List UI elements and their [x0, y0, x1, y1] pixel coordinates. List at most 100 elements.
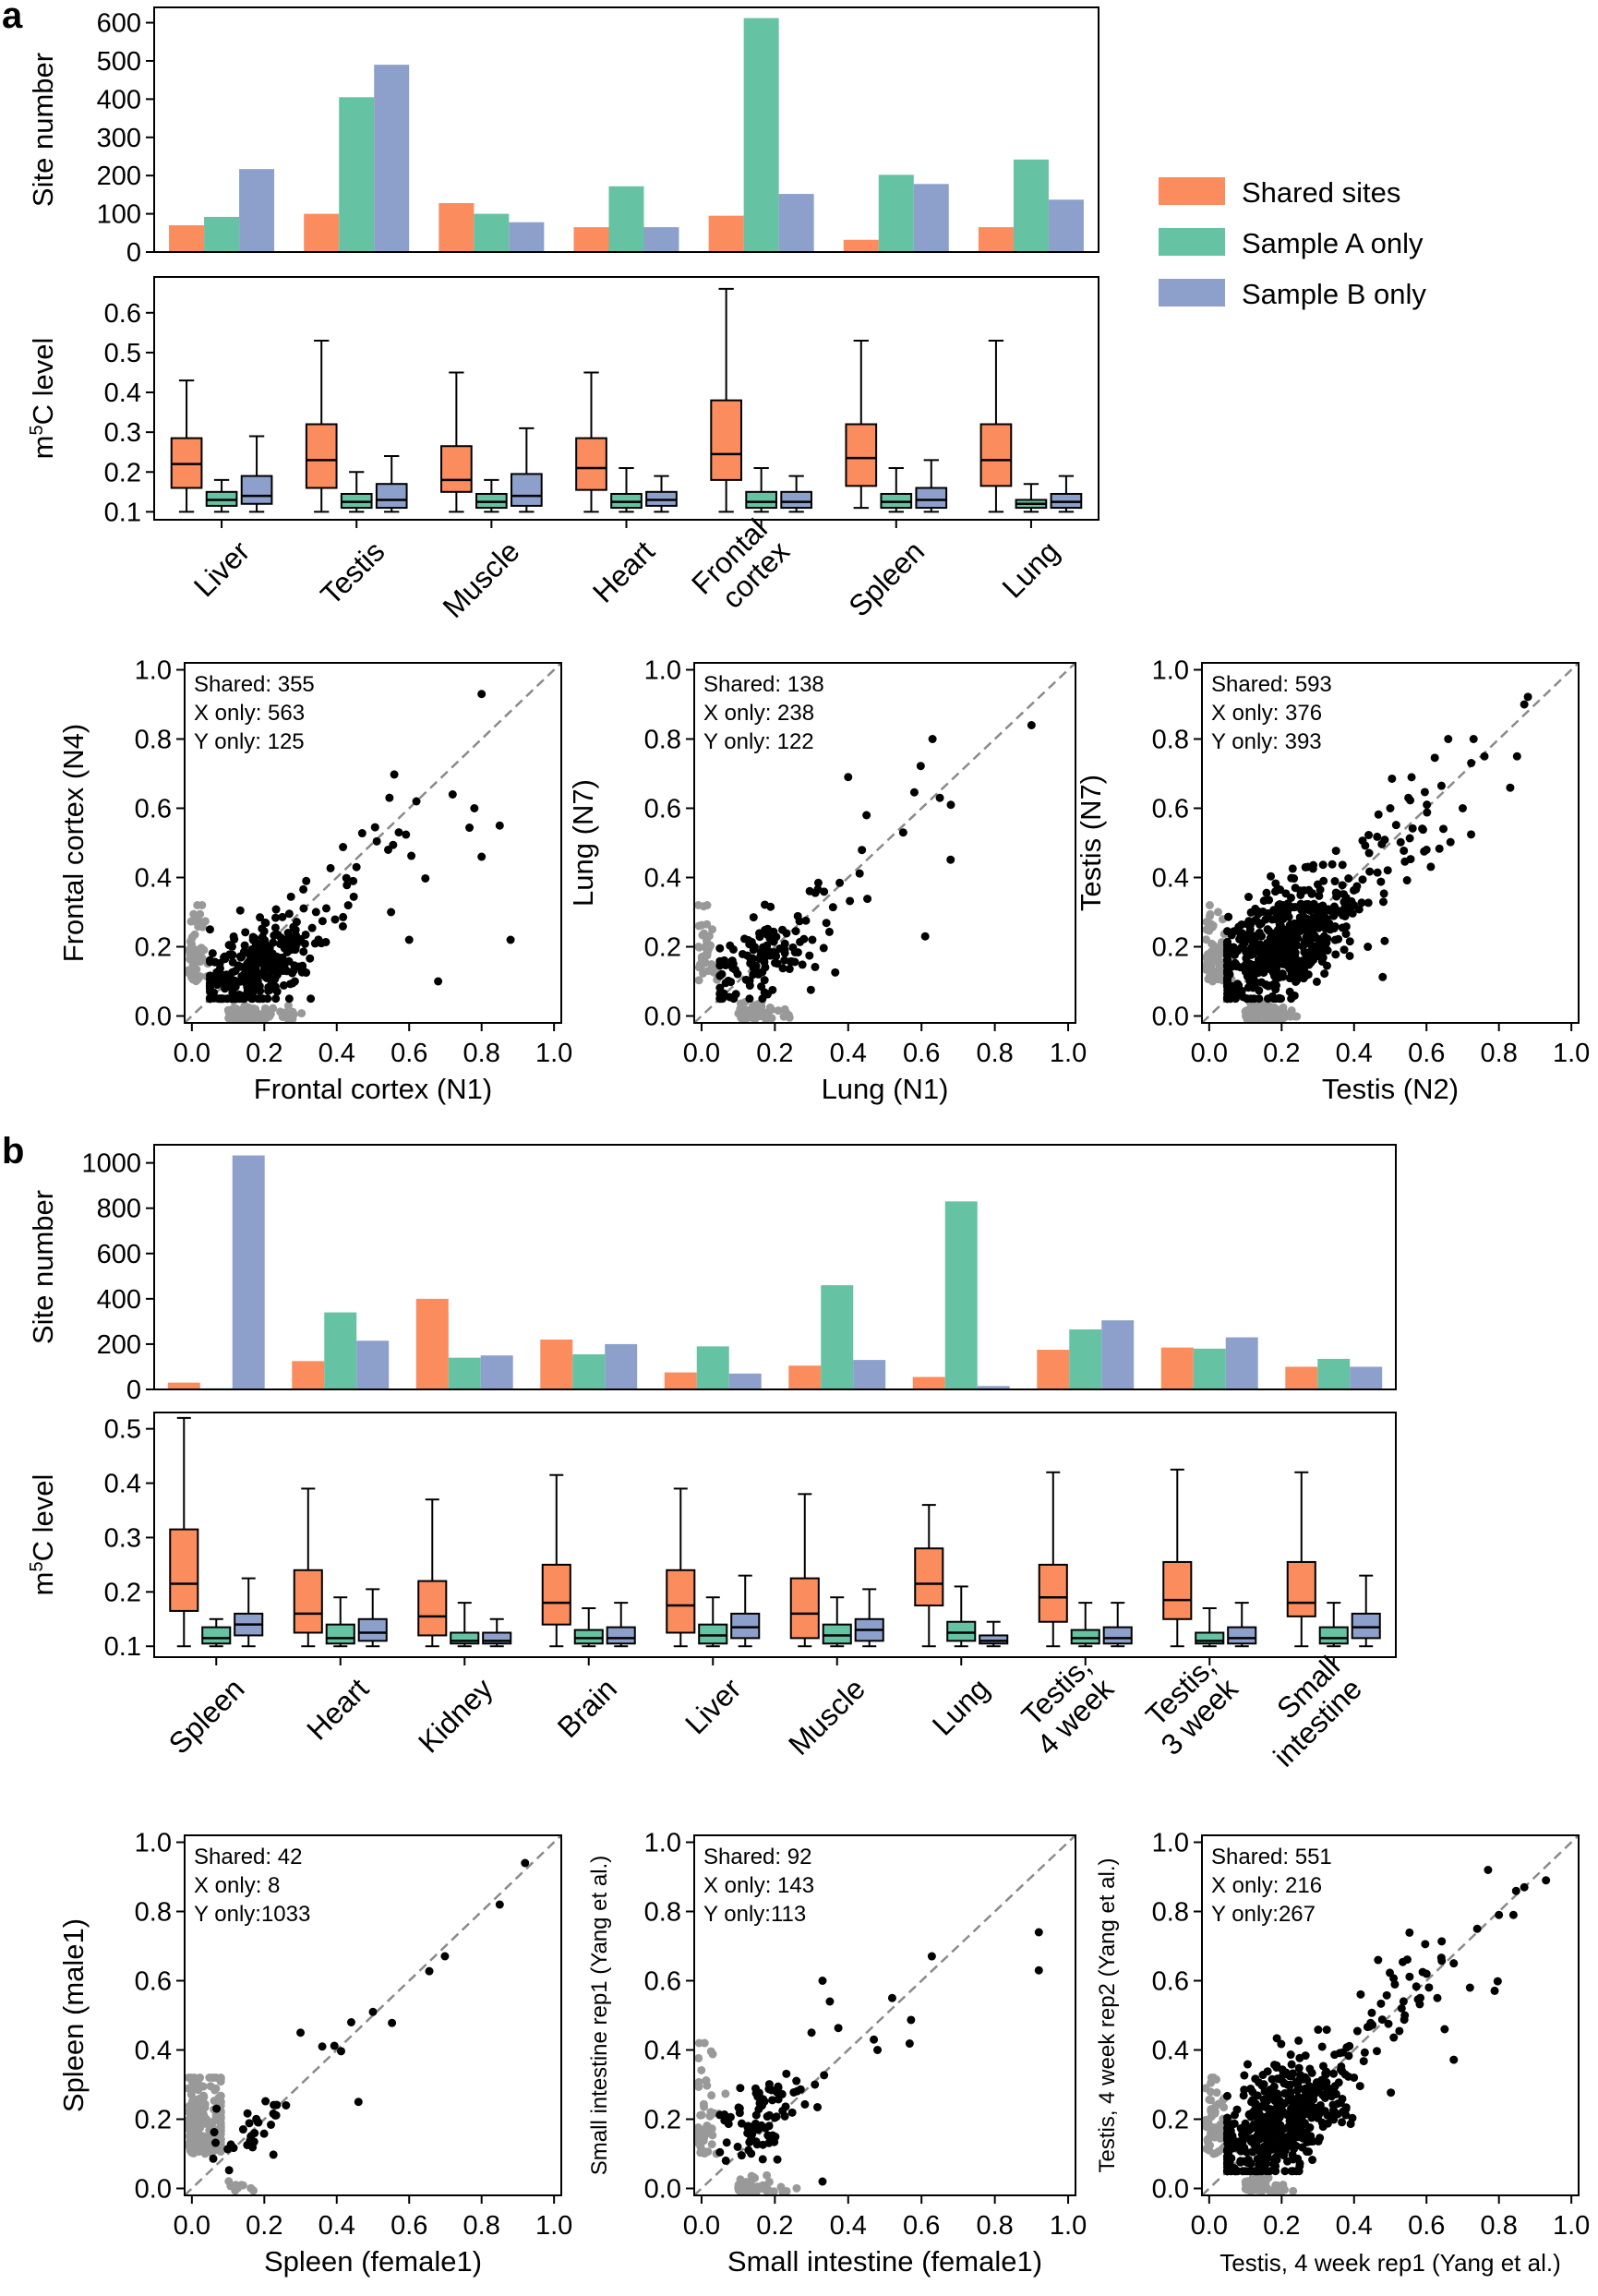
panel-b-scatter-testis-4-week: 0.00.0 0.2 0.2 0.4 0.4 0.6 0.6 0.8 0.8 1.0 1.0 Shar… [1095, 1829, 1590, 2278]
scatter-point-shared [1299, 912, 1308, 921]
scatter-point-y-only [214, 2145, 223, 2154]
scatter-point-shared [1384, 2019, 1393, 2028]
scatter-point-shared [1444, 735, 1453, 743]
scatter-point-shared [1295, 2053, 1304, 2062]
bar [573, 227, 609, 252]
scatter-point-shared [289, 966, 298, 975]
scatter-point-shared [1246, 994, 1256, 1004]
scatter-point-shared [1359, 2057, 1368, 2066]
scatter-point-shared [726, 992, 735, 1002]
scatter-point-shared [1350, 2073, 1359, 2082]
scatter-point-shared [1467, 759, 1476, 768]
bar [415, 1298, 449, 1389]
scatter-point-shared [781, 2102, 790, 2111]
bar [912, 1376, 945, 1389]
scatter-point-x-only [1264, 2173, 1273, 2182]
scatter-point-shared [1224, 912, 1233, 921]
scatter-point-shared [1272, 2034, 1281, 2043]
scatter-point-shared [235, 994, 245, 1004]
scatter-point-shared [370, 823, 379, 832]
scatter-point-shared [796, 2085, 805, 2094]
scatter-point-x-only [1289, 2186, 1298, 2195]
scatter-point-shared [1345, 937, 1354, 946]
scatter-point-shared [1268, 2145, 1278, 2154]
annotation-line: X only: 216 [1211, 1873, 1322, 1898]
scatter-point-shared [253, 2118, 262, 2127]
y-tick-label: 0.8 [135, 1898, 172, 1928]
scatter-point-shared [743, 2122, 752, 2131]
scatter-point-shared [270, 975, 279, 984]
scatter-point-shared [1484, 1866, 1493, 1874]
scatter-point-shared [1254, 2144, 1263, 2153]
scatter-point-shared [1284, 2096, 1293, 2105]
scatter-point-y-only [192, 918, 201, 927]
scatter-point-shared [306, 994, 316, 1004]
scatter-point-shared [261, 2097, 270, 2106]
scatter-point-shared [1300, 937, 1309, 946]
y-tick-label: 0.4 [104, 379, 141, 408]
scatter-point-shared [1231, 994, 1240, 1004]
scatter-point-shared [346, 2018, 355, 2026]
category-label: Testis,3 week [1132, 1649, 1244, 1761]
scatter-point-shared [751, 2084, 760, 2093]
diagonal-line [1201, 1834, 1580, 2196]
category-label: Testis,4 week [1008, 1649, 1121, 1761]
x-tick-label: 0.0 [683, 1039, 720, 1068]
scatter-point-y-only [694, 2077, 703, 2086]
scatter-point-shared [863, 895, 872, 904]
scatter-point-shared [905, 2039, 914, 2049]
scatter-point-shared [1229, 2144, 1238, 2153]
box [357, 1617, 388, 1642]
scatter-point-y-only [188, 2126, 198, 2135]
scatter-point-shared [368, 2007, 378, 2016]
scatter-point-shared [1291, 966, 1300, 975]
scatter-point-shared [1316, 911, 1326, 920]
category-label: Testis [314, 535, 390, 611]
scatter-point-shared [1280, 2089, 1290, 2098]
scatter-point-shared [1339, 890, 1348, 899]
scatter-point-y-only [702, 2076, 711, 2086]
scatter-point-shared [1293, 2116, 1303, 2125]
box [1227, 1626, 1257, 1645]
scatter-point-shared [288, 944, 297, 953]
scatter-point-shared [828, 903, 837, 912]
scatter-point-shared [235, 906, 245, 915]
scatter-point-shared [1402, 876, 1412, 885]
scatter-point-shared [1331, 950, 1340, 959]
scatter-point-shared [262, 972, 271, 981]
scatter-point-shared [299, 904, 308, 913]
scatter-point-shared [835, 878, 845, 887]
scatter-point-shared [238, 2125, 247, 2134]
annotation-line: X only: 8 [194, 1873, 280, 1898]
scatter-point-shared [808, 935, 817, 944]
scatter-point-shared [1270, 2157, 1280, 2166]
scatter-point-shared [743, 935, 752, 944]
scatter-point-shared [402, 830, 411, 839]
scatter-point-y-only [1207, 2107, 1216, 2116]
y-axis-label: Testis, 4 week rep2 (Yang et al.) [1095, 1857, 1120, 2172]
annotation-line: X only: 563 [194, 701, 305, 726]
scatter-point-shared [1349, 885, 1358, 895]
scatter-point-y-only [1204, 2134, 1213, 2144]
scatter-point-shared [735, 2109, 744, 2118]
scatter-point-shared [282, 2101, 291, 2110]
scatter-point-shared [1342, 2043, 1352, 2052]
scatter-point-shared [1262, 980, 1271, 990]
bar [853, 1360, 886, 1389]
y-tick-label: 1.0 [644, 656, 681, 686]
y-tick-label: 0.8 [1152, 1898, 1189, 1928]
scatter-point-shared [1244, 2126, 1254, 2135]
bar [608, 186, 644, 252]
scatter-point-shared [215, 964, 224, 973]
scatter-point-shared [209, 2154, 218, 2163]
scatter-point-shared [234, 961, 243, 970]
scatter-point-shared [1304, 960, 1314, 969]
scatter-point-shared [251, 941, 260, 950]
scatter-point-shared [1493, 1977, 1502, 1986]
x-tick-label: 0.8 [1481, 1039, 1518, 1068]
scatter-point-shared [440, 1952, 450, 1961]
y-tick-label: 0.3 [104, 418, 141, 448]
scatter-point-shared [1222, 969, 1232, 979]
scatter-point-shared [1340, 912, 1350, 921]
scatter-point-shared [819, 944, 828, 953]
